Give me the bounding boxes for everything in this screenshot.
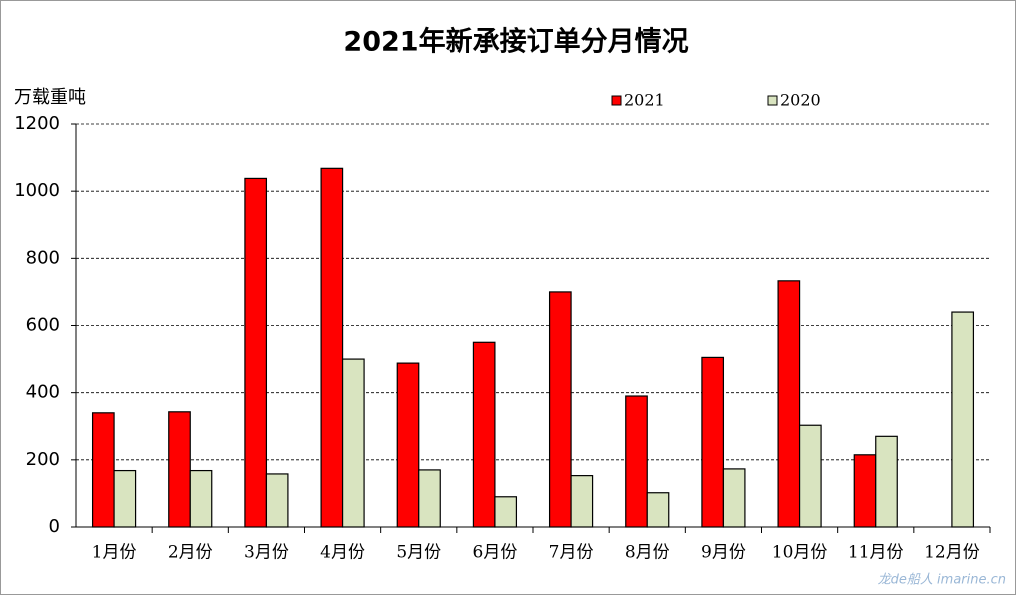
x-tick-label: 4月份	[320, 543, 365, 563]
bar	[265, 473, 289, 528]
y-tick-label: 0	[49, 516, 60, 537]
legend-swatch	[611, 95, 622, 106]
legend-swatch	[767, 95, 778, 106]
bar	[701, 356, 725, 528]
bar	[722, 468, 746, 528]
bar	[320, 167, 344, 528]
x-tick-label: 3月份	[244, 543, 289, 563]
chart-title: 2021年新承接订单分月情况	[343, 26, 688, 58]
bar	[548, 291, 572, 528]
bar	[189, 469, 213, 528]
x-tick-label: 2月份	[168, 543, 213, 563]
bar	[418, 469, 441, 528]
bar	[853, 454, 877, 528]
watermark: 龙de船人 imarine.cn	[878, 573, 1006, 588]
bar	[472, 341, 496, 528]
bar	[113, 469, 137, 528]
bar	[777, 280, 801, 528]
bar	[396, 362, 420, 528]
x-tick-label: 9月份	[701, 543, 746, 563]
bar	[798, 424, 822, 528]
x-tick-label: 11月份	[848, 543, 904, 563]
x-tick-label: 8月份	[625, 543, 670, 563]
y-tick-label: 600	[26, 315, 60, 336]
bar	[341, 358, 365, 528]
x-tick-label: 12月份	[924, 543, 980, 563]
bar	[625, 395, 648, 528]
x-tick-label: 6月份	[473, 543, 518, 563]
bar	[168, 411, 191, 528]
y-tick-label: 1200	[14, 113, 60, 134]
bar	[494, 496, 518, 528]
x-tick-label: 7月份	[549, 543, 594, 563]
y-axis-label: 万载重吨	[14, 87, 86, 108]
bar	[646, 492, 670, 528]
legend-label: 2021	[624, 91, 665, 110]
x-tick-label: 10月份	[772, 543, 828, 563]
x-tick-label: 1月份	[92, 543, 137, 563]
bar	[875, 435, 898, 528]
x-tick-label: 5月份	[396, 543, 441, 563]
legend-label: 2020	[780, 91, 821, 110]
y-tick-label: 400	[26, 382, 60, 403]
bar	[91, 412, 115, 528]
bar	[244, 177, 268, 528]
bar	[951, 311, 975, 528]
bar	[570, 475, 594, 528]
y-tick-label: 800	[26, 247, 60, 268]
y-tick-label: 1000	[14, 180, 60, 201]
y-tick-label: 200	[26, 449, 60, 470]
